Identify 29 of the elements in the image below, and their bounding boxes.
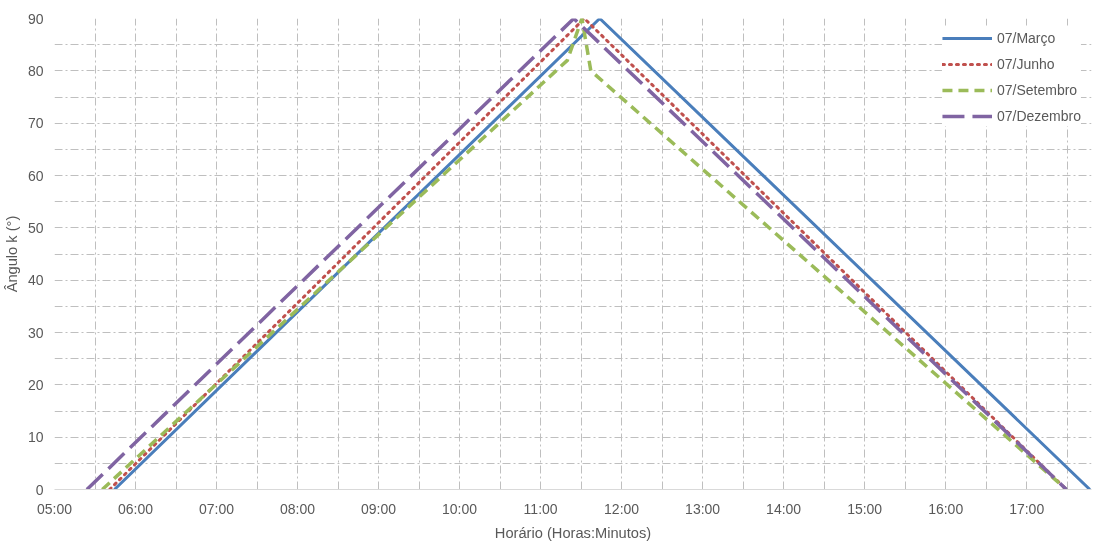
x-tick-label: 11:00	[523, 500, 558, 517]
x-tick-label: 16:00	[928, 500, 964, 517]
y-tick-label: 50	[27, 219, 44, 236]
x-tick-label: 05:00	[36, 500, 73, 517]
legend-label: 07/Março	[996, 30, 1056, 46]
y-tick-label: 60	[27, 167, 44, 184]
x-tick-label: 13:00	[685, 500, 721, 517]
x-axis-title: Horário (Horas:Minutos)	[494, 524, 652, 541]
y-tick-label: 10	[27, 429, 44, 446]
x-tick-label: 06:00	[118, 500, 154, 517]
y-tick-label: 80	[27, 62, 44, 79]
legend-label: 07/Junho	[996, 56, 1055, 72]
y-tick-label: 70	[27, 115, 44, 132]
y-tick-label: 30	[27, 324, 44, 341]
x-tick-label: 17:00	[1009, 500, 1045, 517]
x-tick-label: 09:00	[361, 500, 397, 517]
legend-label: 07/Setembro	[996, 82, 1078, 98]
y-tick-label: 40	[27, 272, 44, 289]
x-tick-label: 14:00	[766, 500, 802, 517]
y-tick-label: 90	[27, 10, 44, 27]
x-tick-label: 07:00	[199, 500, 235, 517]
x-tick-label: 08:00	[280, 500, 316, 517]
x-tick-label: 12:00	[604, 500, 640, 517]
x-tick-label: 10:00	[442, 500, 478, 517]
x-tick-label: 15:00	[847, 500, 883, 517]
legend-label: 07/Dezembro	[996, 108, 1081, 124]
y-tick-label: 20	[27, 376, 44, 393]
y-axis-title: Ângulo k (°)	[3, 215, 20, 293]
y-tick-label: 0	[35, 481, 44, 498]
